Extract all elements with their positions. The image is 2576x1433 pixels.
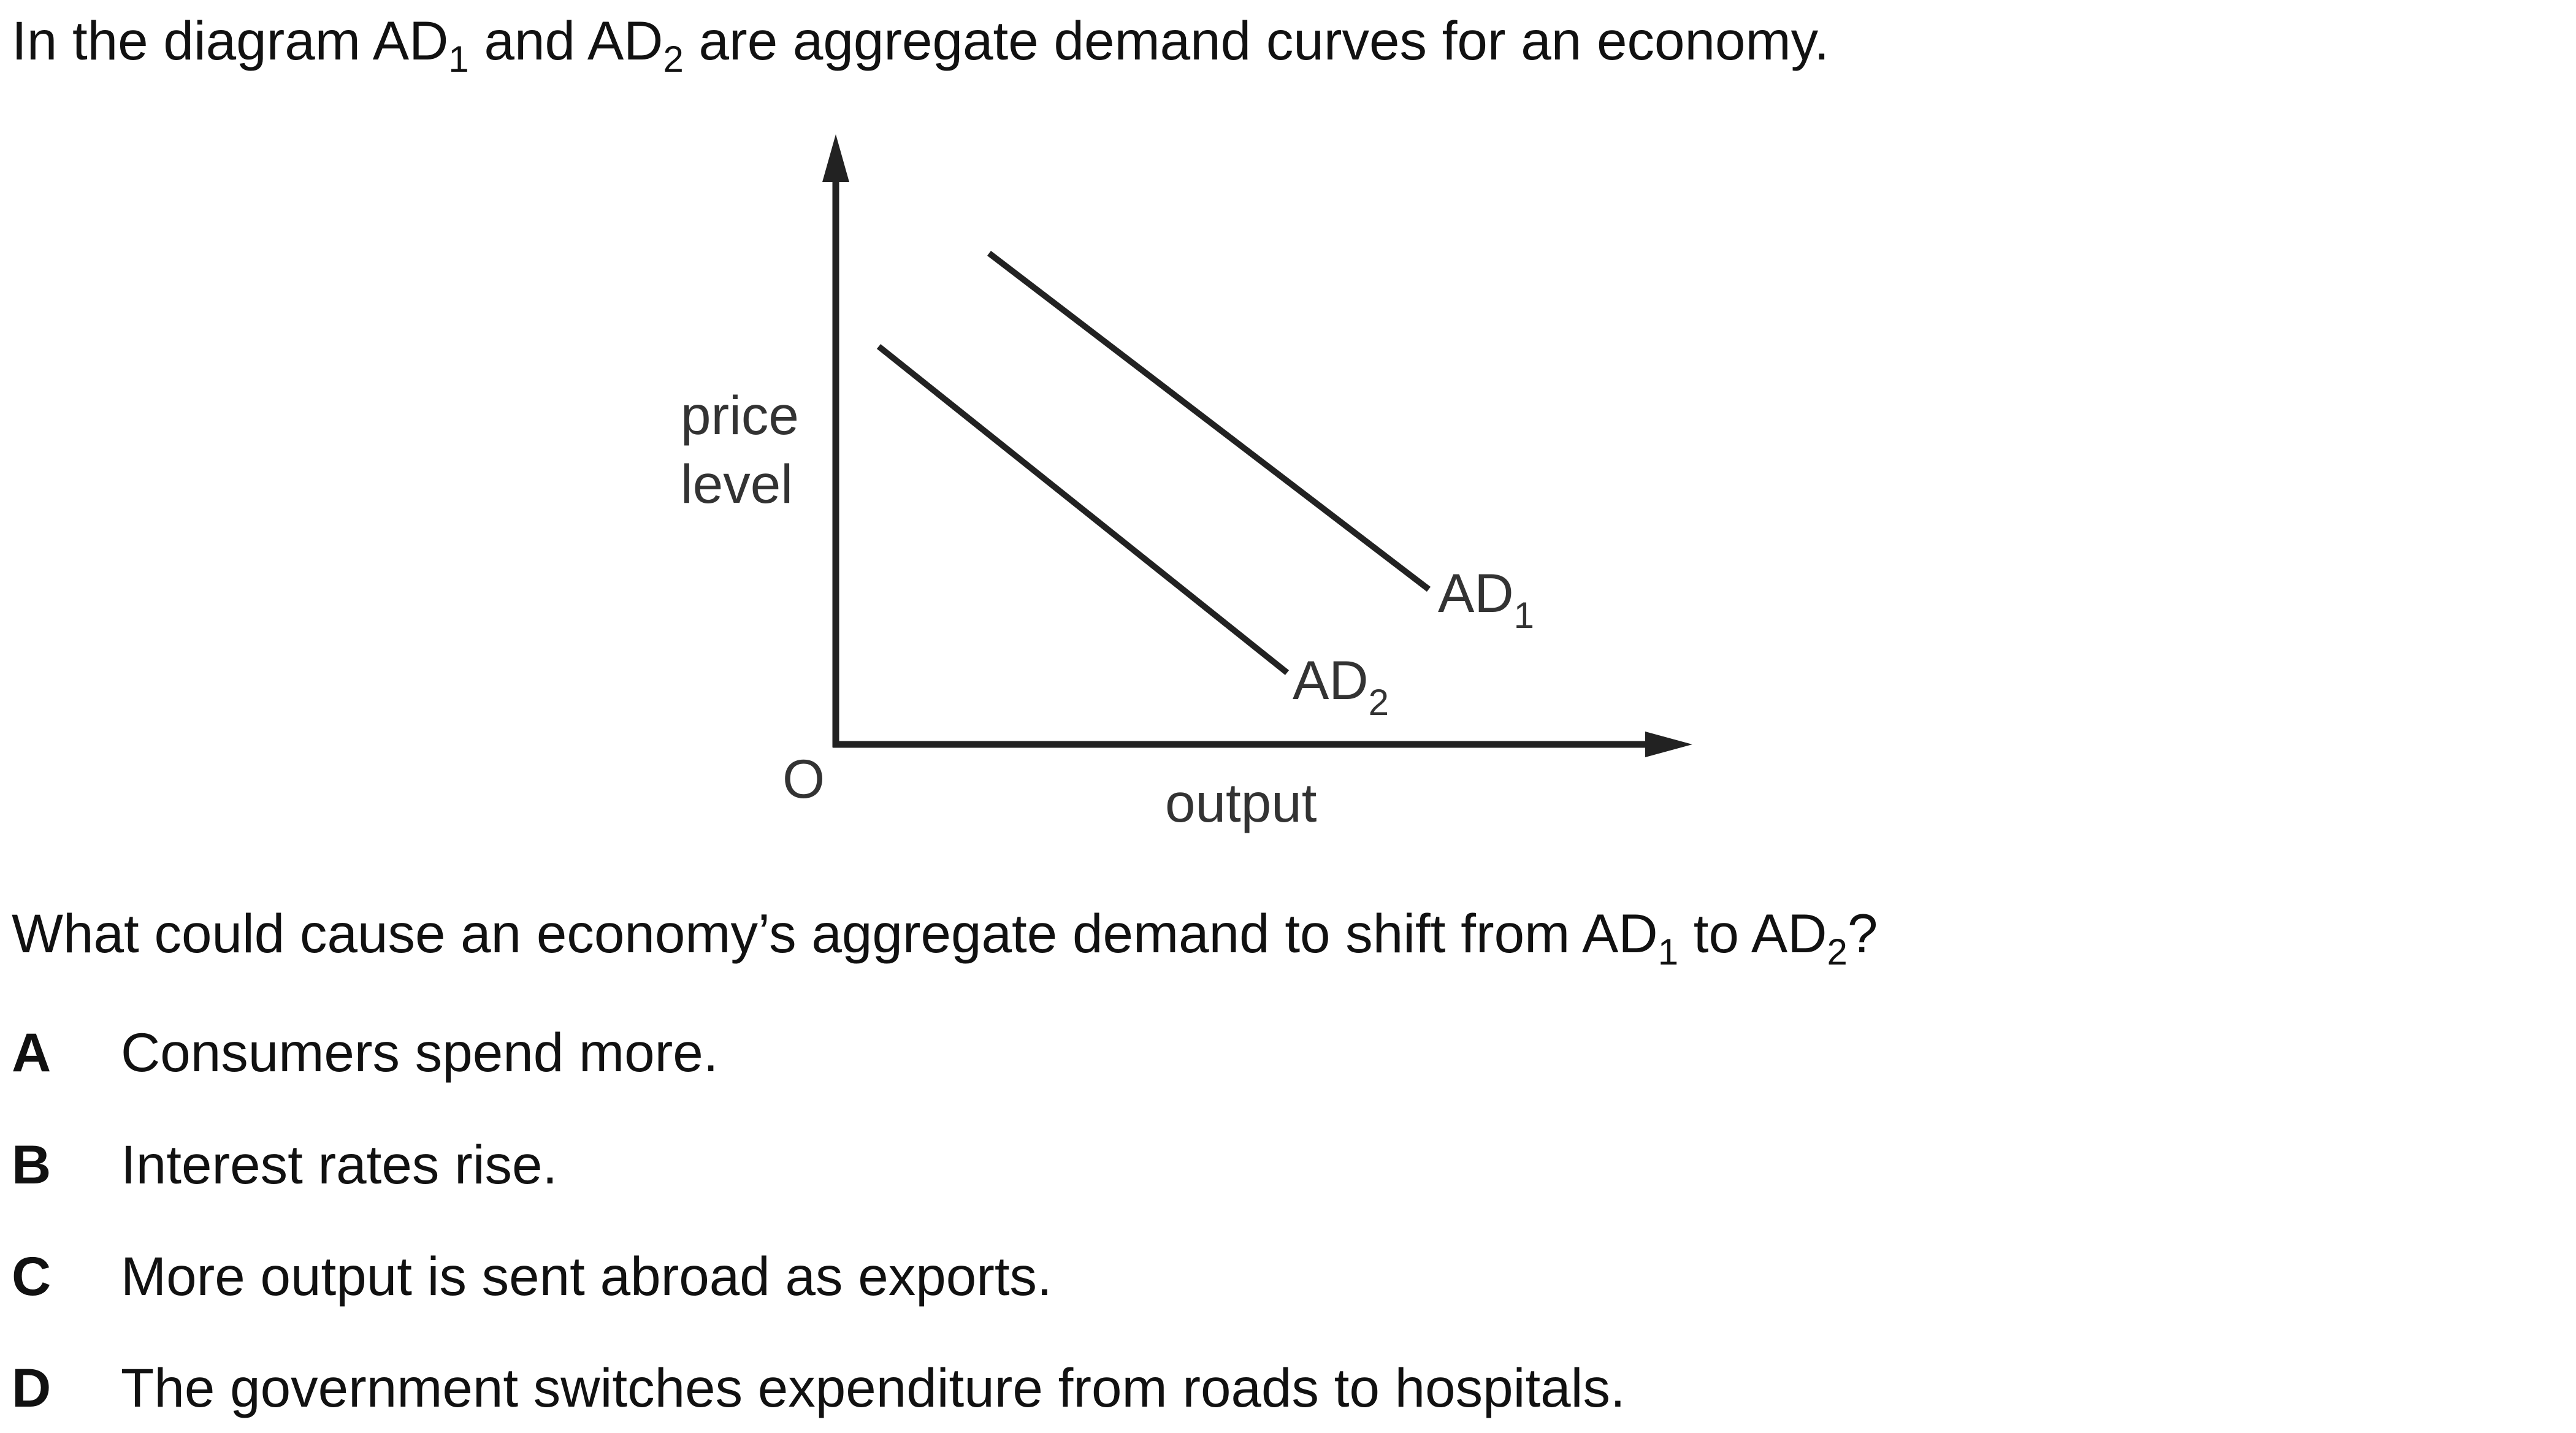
ad1-label: AD1 (1438, 562, 1534, 636)
option-text: More output is sent abroad as exports. (121, 1245, 1052, 1307)
origin-label: O (782, 748, 825, 809)
question-subscript-1: 1 (1657, 931, 1679, 973)
question-prefix: What could cause an economy’s aggregate … (12, 903, 1658, 964)
ad1-label-name: AD (1438, 562, 1514, 624)
intro-suffix: are aggregate demand curves for an econo… (683, 10, 1830, 71)
ad2-label-name: AD (1293, 649, 1369, 711)
option-d[interactable]: D The government switches expenditure fr… (0, 1361, 1840, 1428)
y-axis-label-line1: price (681, 384, 799, 446)
ad2-label-subscript: 2 (1369, 682, 1389, 723)
ad2-label: AD2 (1293, 649, 1389, 723)
intro-text: In the diagram AD1 and AD2 are aggregate… (12, 10, 1830, 78)
option-letter: D (12, 1357, 52, 1418)
ad1-label-subscript: 1 (1514, 595, 1534, 636)
y-axis-arrowhead (822, 134, 849, 182)
option-text: The government switches expenditure from… (121, 1357, 1626, 1418)
question-middle: to AD (1678, 903, 1827, 964)
intro-subscript-1: 1 (448, 39, 469, 80)
x-axis-arrowhead (1645, 732, 1692, 757)
option-text: Consumers spend more. (121, 1022, 719, 1083)
ad2-curve (876, 344, 1290, 675)
intro-middle: and AD (468, 10, 663, 71)
option-a[interactable]: A Consumers spend more. (0, 1025, 1840, 1093)
intro-prefix: In the diagram AD (12, 10, 449, 71)
option-letter: C (12, 1245, 52, 1307)
question-text: What could cause an economy’s aggregate … (12, 903, 1878, 971)
x-axis-label: output (1165, 772, 1317, 833)
option-b[interactable]: B Interest rates rise. (0, 1137, 1840, 1205)
option-text: Interest rates rise. (121, 1134, 558, 1195)
y-axis-label-line2: level (681, 453, 793, 514)
option-c[interactable]: C More output is sent abroad as exports. (0, 1249, 1840, 1316)
option-letter: A (12, 1022, 52, 1083)
question-subscript-2: 2 (1827, 931, 1848, 973)
ad1-curve (987, 251, 1431, 592)
question-suffix: ? (1847, 903, 1878, 964)
option-letter: B (12, 1134, 52, 1195)
intro-subscript-2: 2 (663, 39, 684, 80)
